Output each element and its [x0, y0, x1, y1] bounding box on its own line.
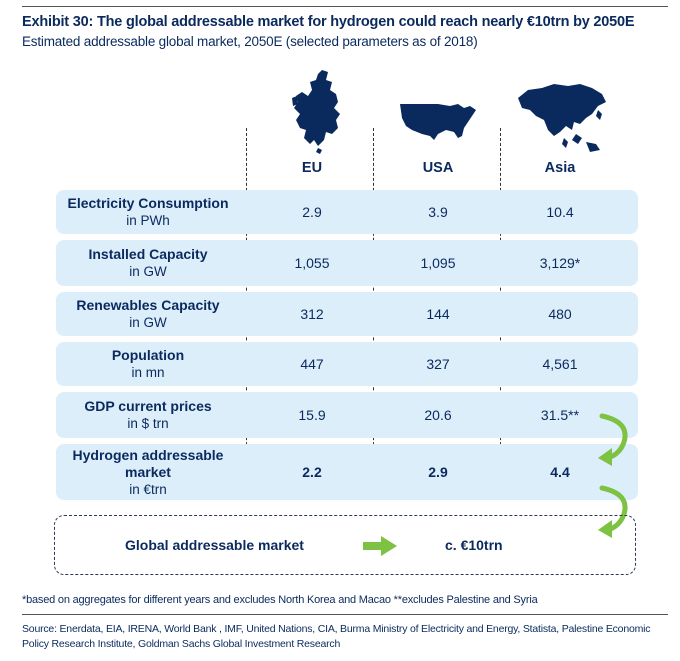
row-unit: in $ trn — [127, 416, 169, 431]
row-title: Electricity Consumption — [67, 195, 229, 211]
curved-arrow-icon — [598, 485, 628, 538]
row-title-line1: Hydrogen addressable — [72, 446, 224, 463]
cell-asia: 31.5** — [540, 407, 580, 423]
cell-usa: 327 — [426, 356, 450, 372]
cell-usa: 1,095 — [420, 255, 456, 271]
row-title: Population — [111, 347, 185, 363]
exhibit-subtitle: Estimated addressable global market, 205… — [22, 34, 478, 49]
row-unit: in GW — [129, 315, 167, 330]
table-row-hydrogen-market: Hydrogen addressable market in €trn 2.2 … — [56, 444, 638, 500]
global-market-box: Global addressable market c. €10trn — [54, 515, 636, 575]
cell-asia: 480 — [548, 306, 572, 322]
global-market-value: c. €10trn — [445, 537, 503, 553]
row-label: Population in mn — [56, 342, 240, 386]
row-title: GDP current prices — [84, 398, 212, 414]
footnote: *based on aggregates for different years… — [22, 594, 538, 606]
row-unit: in €trn — [129, 481, 167, 497]
cell-usa: 3.9 — [428, 204, 448, 220]
table-row-gdp: GDP current prices in $ trn 15.9 20.6 31… — [56, 392, 638, 438]
column-header-usa: USA — [422, 160, 454, 176]
cell-eu: 312 — [300, 306, 324, 322]
row-label: Electricity Consumption in PWh — [56, 190, 240, 234]
eu-map-icon — [292, 70, 340, 154]
usa-map-icon — [400, 104, 476, 140]
row-title: Renewables Capacity — [76, 297, 220, 313]
row-label: Renewables Capacity in GW — [56, 292, 240, 336]
row-unit: in mn — [131, 365, 165, 380]
cell-eu: 447 — [300, 356, 324, 372]
source-rule — [22, 614, 668, 615]
asia-map-icon — [518, 84, 606, 152]
cell-asia: 4.4 — [550, 464, 570, 480]
cell-asia: 10.4 — [546, 204, 574, 220]
table-row-installed-capacity: Installed Capacity in GW 1,055 1,095 3,1… — [56, 240, 638, 286]
table-row-renewables-capacity: Renewables Capacity in GW 312 144 480 — [56, 292, 638, 336]
cell-usa: 144 — [426, 306, 450, 322]
column-header-asia: Asia — [544, 160, 576, 176]
row-label: GDP current prices in $ trn — [56, 392, 240, 438]
row-unit: in GW — [129, 264, 167, 279]
column-header-eu: EU — [301, 160, 323, 176]
cell-asia: 4,561 — [542, 356, 578, 372]
row-label: Installed Capacity in GW — [56, 240, 240, 286]
row-unit: in PWh — [126, 213, 170, 228]
top-rule — [22, 6, 668, 7]
source-text: Source: Enerdata, EIA, IRENA, World Bank… — [22, 623, 651, 650]
cell-eu: 2.2 — [302, 464, 322, 480]
cell-usa: 20.6 — [424, 407, 452, 423]
right-arrow-icon — [363, 536, 397, 556]
table-row-population: Population in mn 447 327 4,561 — [56, 342, 638, 386]
global-market-label: Global addressable market — [125, 537, 304, 553]
cell-eu: 2.9 — [302, 204, 322, 220]
cell-eu: 1,055 — [294, 255, 330, 271]
row-label: Hydrogen addressable market in €trn — [56, 444, 240, 500]
cell-eu: 15.9 — [298, 407, 326, 423]
row-title-line2: market — [125, 463, 171, 480]
table-row-electricity: Electricity Consumption in PWh 2.9 3.9 1… — [56, 190, 638, 234]
cell-asia: 3,129* — [539, 255, 581, 271]
curved-arrow-icon — [598, 413, 628, 466]
cell-usa: 2.9 — [428, 464, 448, 480]
exhibit-title: Exhibit 30: The global addressable marke… — [22, 14, 635, 30]
row-title: Installed Capacity — [88, 246, 208, 262]
